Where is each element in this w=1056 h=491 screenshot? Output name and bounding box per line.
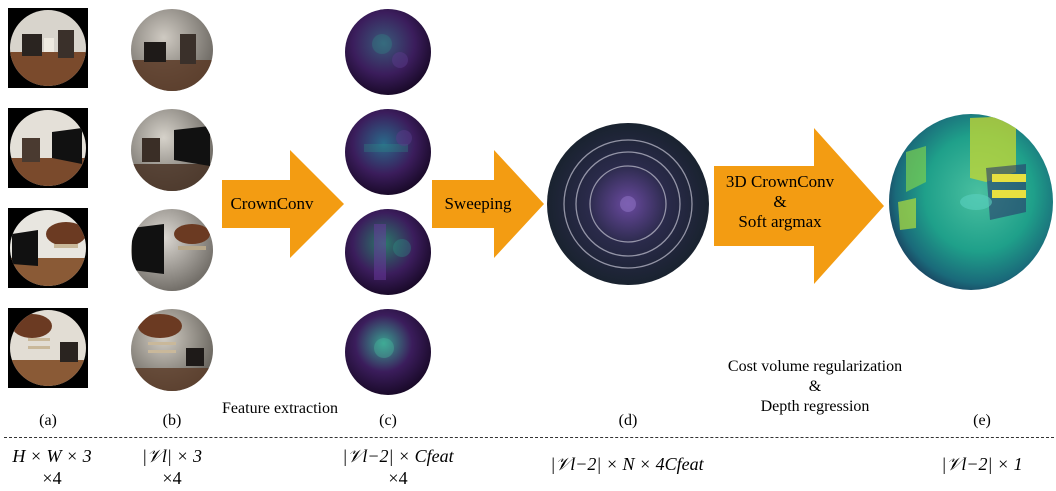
spherical-image-4 — [130, 308, 214, 392]
fisheye-image-4 — [8, 308, 88, 388]
feature-sphere-3 — [344, 208, 432, 296]
regularization-label-2: & — [773, 192, 787, 211]
regularization-label-1: 3D CrownConv — [725, 172, 835, 191]
cost-regularization-label-1: Cost volume regularization — [727, 358, 903, 375]
fisheye-image-1 — [8, 8, 88, 88]
dim-d-line1: |𝒱l−2| × N × 4Cfeat — [550, 454, 704, 474]
crownconv-label: CrownConv — [230, 194, 314, 213]
feature-sphere-2 — [344, 108, 432, 196]
depth-sphere — [886, 112, 1056, 292]
panel-label-e: (e) — [973, 412, 991, 429]
panel-label-a: (a) — [39, 412, 57, 429]
dim-a-line2: ×4 — [42, 468, 62, 488]
fisheye-image-3 — [8, 208, 88, 288]
feature-extraction-label: Feature extraction — [222, 400, 338, 417]
dim-b-line1: |𝒱l| × 3 — [141, 446, 203, 466]
dim-a-line1: H × W × 3 — [12, 446, 92, 466]
sweeping-arrow: Sweeping — [432, 150, 544, 258]
panel-label-b: (b) — [162, 412, 182, 429]
cost-regularization-label-3: Depth regression — [760, 398, 870, 415]
spherical-image-3 — [130, 208, 214, 292]
feature-sphere-4 — [344, 308, 432, 396]
spherical-image-2 — [130, 108, 214, 192]
dim-c-line1: |𝒱l−2| × Cfeat — [342, 446, 454, 466]
cost-regularization-label-2: & — [808, 378, 822, 395]
regularization-arrow: 3D CrownConv & Soft argmax — [714, 128, 884, 284]
crownconv-arrow: CrownConv — [222, 150, 344, 258]
dim-b-line2: ×4 — [162, 468, 182, 488]
cost-volume — [546, 122, 710, 286]
sweeping-label: Sweeping — [444, 194, 512, 213]
spherical-image-1 — [130, 8, 214, 92]
feature-sphere-1 — [344, 8, 432, 96]
dim-c-line2: ×4 — [388, 468, 408, 488]
fisheye-image-2 — [8, 108, 88, 188]
panel-label-c: (c) — [379, 412, 397, 429]
regularization-label-3: Soft argmax — [738, 212, 822, 231]
panel-label-d: (d) — [618, 412, 638, 429]
dashed-separator — [4, 437, 1054, 438]
dim-e-line1: |𝒱l−2| × 1 — [941, 454, 1023, 474]
